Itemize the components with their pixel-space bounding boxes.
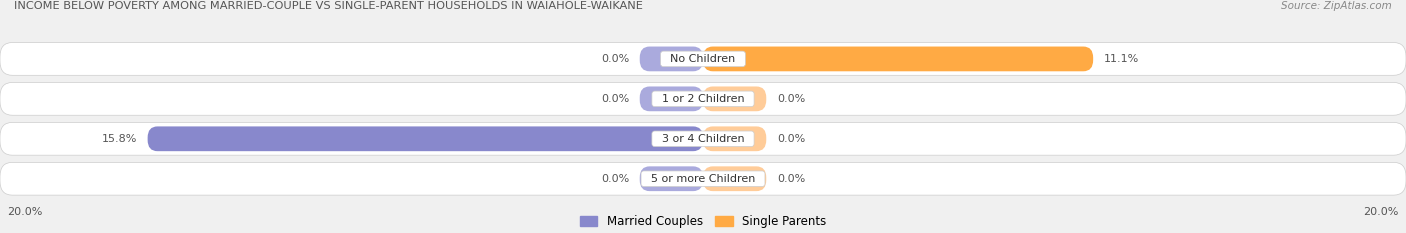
FancyBboxPatch shape [0, 162, 1406, 195]
FancyBboxPatch shape [640, 86, 703, 111]
FancyBboxPatch shape [640, 47, 703, 71]
Text: 5 or more Children: 5 or more Children [644, 174, 762, 184]
Text: 1 or 2 Children: 1 or 2 Children [655, 94, 751, 104]
FancyBboxPatch shape [0, 122, 1406, 155]
FancyBboxPatch shape [640, 166, 703, 191]
Text: 11.1%: 11.1% [1104, 54, 1139, 64]
Text: 15.8%: 15.8% [101, 134, 136, 144]
Text: INCOME BELOW POVERTY AMONG MARRIED-COUPLE VS SINGLE-PARENT HOUSEHOLDS IN WAIAHOL: INCOME BELOW POVERTY AMONG MARRIED-COUPL… [14, 1, 643, 11]
Text: 0.0%: 0.0% [600, 174, 630, 184]
FancyBboxPatch shape [0, 43, 1406, 75]
FancyBboxPatch shape [0, 82, 1406, 115]
FancyBboxPatch shape [148, 127, 703, 151]
Text: No Children: No Children [664, 54, 742, 64]
Text: Source: ZipAtlas.com: Source: ZipAtlas.com [1281, 1, 1392, 11]
Text: 0.0%: 0.0% [778, 174, 806, 184]
Text: 3 or 4 Children: 3 or 4 Children [655, 134, 751, 144]
FancyBboxPatch shape [703, 127, 766, 151]
FancyBboxPatch shape [703, 86, 766, 111]
Legend: Married Couples, Single Parents: Married Couples, Single Parents [575, 210, 831, 233]
Text: 20.0%: 20.0% [1364, 207, 1399, 217]
FancyBboxPatch shape [703, 47, 1094, 71]
FancyBboxPatch shape [703, 166, 766, 191]
Text: 20.0%: 20.0% [7, 207, 42, 217]
Text: 0.0%: 0.0% [778, 134, 806, 144]
Text: 0.0%: 0.0% [600, 54, 630, 64]
Text: 0.0%: 0.0% [778, 94, 806, 104]
Text: 0.0%: 0.0% [600, 94, 630, 104]
